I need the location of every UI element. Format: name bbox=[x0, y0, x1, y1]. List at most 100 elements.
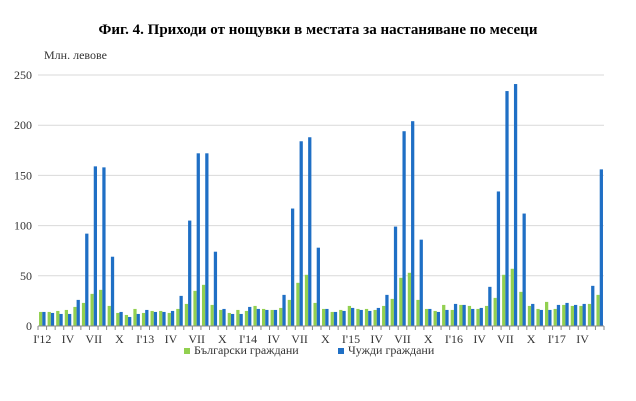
x-tick-label: I'16 bbox=[445, 332, 463, 346]
bar-foreign bbox=[162, 311, 166, 326]
bar-foreign bbox=[316, 247, 320, 326]
bar-foreign bbox=[239, 313, 243, 326]
bar-bulgarian bbox=[227, 312, 231, 326]
bar-foreign bbox=[42, 311, 46, 326]
bar-foreign bbox=[153, 311, 158, 326]
bar-bulgarian bbox=[244, 310, 249, 326]
x-tick-label: I'15 bbox=[342, 332, 360, 346]
bar-foreign bbox=[496, 191, 501, 326]
bar-bulgarian bbox=[544, 301, 549, 326]
bar-bulgarian bbox=[279, 307, 283, 326]
x-tick-label: X bbox=[527, 332, 536, 346]
bar-bulgarian bbox=[484, 305, 489, 326]
y-tick-label: 150 bbox=[14, 168, 32, 182]
bar-bulgarian bbox=[579, 305, 583, 326]
x-tick-label: I'12 bbox=[33, 332, 51, 346]
x-tick-label: I'17 bbox=[548, 332, 566, 346]
bar-bulgarian bbox=[442, 304, 446, 326]
bar-bulgarian bbox=[356, 308, 360, 326]
bar-bulgarian bbox=[313, 302, 317, 326]
bar-bulgarian bbox=[416, 299, 420, 326]
bar-bulgarian bbox=[116, 312, 120, 326]
bar-foreign bbox=[573, 304, 578, 326]
bar-bulgarian bbox=[399, 277, 403, 326]
bar-foreign bbox=[522, 213, 526, 326]
bar-bulgarian bbox=[510, 268, 514, 326]
bar-bulgarian bbox=[339, 309, 343, 326]
bar-foreign bbox=[282, 294, 286, 326]
bar-bulgarian bbox=[210, 304, 214, 326]
bar-foreign bbox=[68, 313, 72, 326]
bar-bulgarian bbox=[287, 299, 291, 326]
x-tick-label: I'14 bbox=[239, 332, 257, 346]
x-tick-label: X bbox=[424, 332, 433, 346]
bar-bulgarian bbox=[73, 306, 77, 326]
bar-foreign bbox=[385, 294, 389, 326]
x-tick-label: X bbox=[218, 332, 227, 346]
x-tick-label: X bbox=[115, 332, 124, 346]
bar-bulgarian bbox=[124, 314, 129, 326]
y-axis-label: Млн. левове bbox=[44, 48, 107, 62]
bar-foreign bbox=[582, 303, 586, 326]
legend-label: Български граждани bbox=[194, 343, 299, 357]
bar-bulgarian bbox=[519, 291, 523, 326]
bar-bulgarian bbox=[433, 310, 437, 326]
bar-bulgarian bbox=[459, 304, 463, 326]
bar-bulgarian bbox=[424, 308, 429, 326]
bar-bulgarian bbox=[587, 303, 592, 326]
bar-foreign bbox=[265, 309, 269, 326]
bar-foreign bbox=[50, 312, 55, 326]
bar-foreign bbox=[411, 121, 415, 327]
bar-foreign bbox=[213, 251, 218, 326]
bar-bulgarian bbox=[167, 312, 171, 326]
bar-foreign bbox=[333, 311, 338, 326]
legend-label: Чужди граждани bbox=[348, 343, 435, 357]
bar-bulgarian bbox=[270, 309, 274, 326]
bar-bulgarian bbox=[201, 284, 206, 326]
bar-bulgarian bbox=[56, 310, 60, 326]
bar-foreign bbox=[453, 303, 458, 326]
bar-foreign bbox=[136, 313, 140, 326]
bar-foreign bbox=[230, 313, 235, 326]
grid-layer bbox=[38, 74, 604, 277]
bar-foreign bbox=[471, 308, 475, 326]
bar-foreign bbox=[548, 309, 552, 326]
bar-foreign bbox=[513, 84, 518, 326]
bar-bulgarian bbox=[261, 308, 266, 326]
x-tick-label: X bbox=[321, 332, 330, 346]
bar-bulgarian bbox=[253, 305, 257, 326]
bar-bulgarian bbox=[476, 308, 480, 326]
bar-bulgarian bbox=[382, 305, 386, 326]
bar-foreign bbox=[59, 313, 63, 326]
bar-foreign bbox=[479, 307, 483, 326]
bar-foreign bbox=[308, 137, 312, 326]
bar-foreign bbox=[205, 153, 209, 326]
bar-bulgarian bbox=[407, 272, 412, 326]
bar-foreign bbox=[188, 220, 192, 326]
bar-bulgarian bbox=[141, 312, 146, 326]
bar-bulgarian bbox=[330, 311, 334, 326]
bar-bulgarian bbox=[570, 305, 574, 326]
bar-bulgarian bbox=[553, 308, 557, 326]
bar-foreign bbox=[85, 233, 89, 326]
x-tick-label: VII bbox=[291, 332, 308, 346]
bar-foreign bbox=[256, 308, 260, 326]
bar-foreign bbox=[462, 304, 466, 326]
y-tick-label: 50 bbox=[20, 269, 32, 283]
bar-foreign bbox=[342, 310, 346, 326]
x-tick-label: IV bbox=[267, 332, 280, 346]
bar-bulgarian bbox=[536, 308, 540, 326]
bar-bulgarian bbox=[219, 309, 223, 326]
bar-foreign bbox=[393, 226, 398, 326]
bar-bulgarian bbox=[159, 310, 163, 326]
bar-foreign bbox=[145, 309, 149, 326]
bar-foreign bbox=[419, 239, 423, 326]
bar-foreign bbox=[76, 299, 80, 326]
bar-bulgarian bbox=[347, 305, 352, 326]
bar-foreign bbox=[436, 311, 441, 326]
y-tick-label: 0 bbox=[26, 319, 32, 333]
bar-foreign bbox=[539, 309, 543, 326]
bar-foreign bbox=[119, 311, 123, 326]
bar-foreign bbox=[196, 153, 200, 326]
bar-bulgarian bbox=[322, 308, 326, 326]
